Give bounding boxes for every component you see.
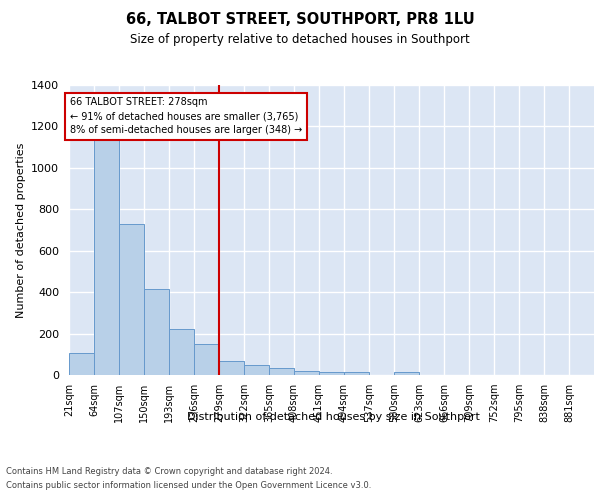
Bar — [119, 224, 144, 375]
Bar — [294, 372, 319, 375]
Bar — [269, 368, 294, 375]
Text: Size of property relative to detached houses in Southport: Size of property relative to detached ho… — [130, 32, 470, 46]
Text: 66, TALBOT STREET, SOUTHPORT, PR8 1LU: 66, TALBOT STREET, SOUTHPORT, PR8 1LU — [125, 12, 475, 28]
Text: Contains HM Land Registry data © Crown copyright and database right 2024.: Contains HM Land Registry data © Crown c… — [6, 468, 332, 476]
Bar — [219, 360, 244, 375]
Bar — [194, 344, 219, 375]
Bar — [319, 372, 344, 375]
Bar — [244, 365, 269, 375]
Y-axis label: Number of detached properties: Number of detached properties — [16, 142, 26, 318]
Text: 66 TALBOT STREET: 278sqm
← 91% of detached houses are smaller (3,765)
8% of semi: 66 TALBOT STREET: 278sqm ← 91% of detach… — [70, 98, 302, 136]
Bar — [394, 372, 419, 375]
Bar — [144, 289, 169, 375]
Bar — [169, 330, 194, 375]
Bar — [344, 372, 369, 375]
Bar — [94, 136, 119, 375]
Text: Distribution of detached houses by size in Southport: Distribution of detached houses by size … — [187, 412, 479, 422]
Text: Contains public sector information licensed under the Open Government Licence v3: Contains public sector information licen… — [6, 481, 371, 490]
Bar — [69, 353, 94, 375]
